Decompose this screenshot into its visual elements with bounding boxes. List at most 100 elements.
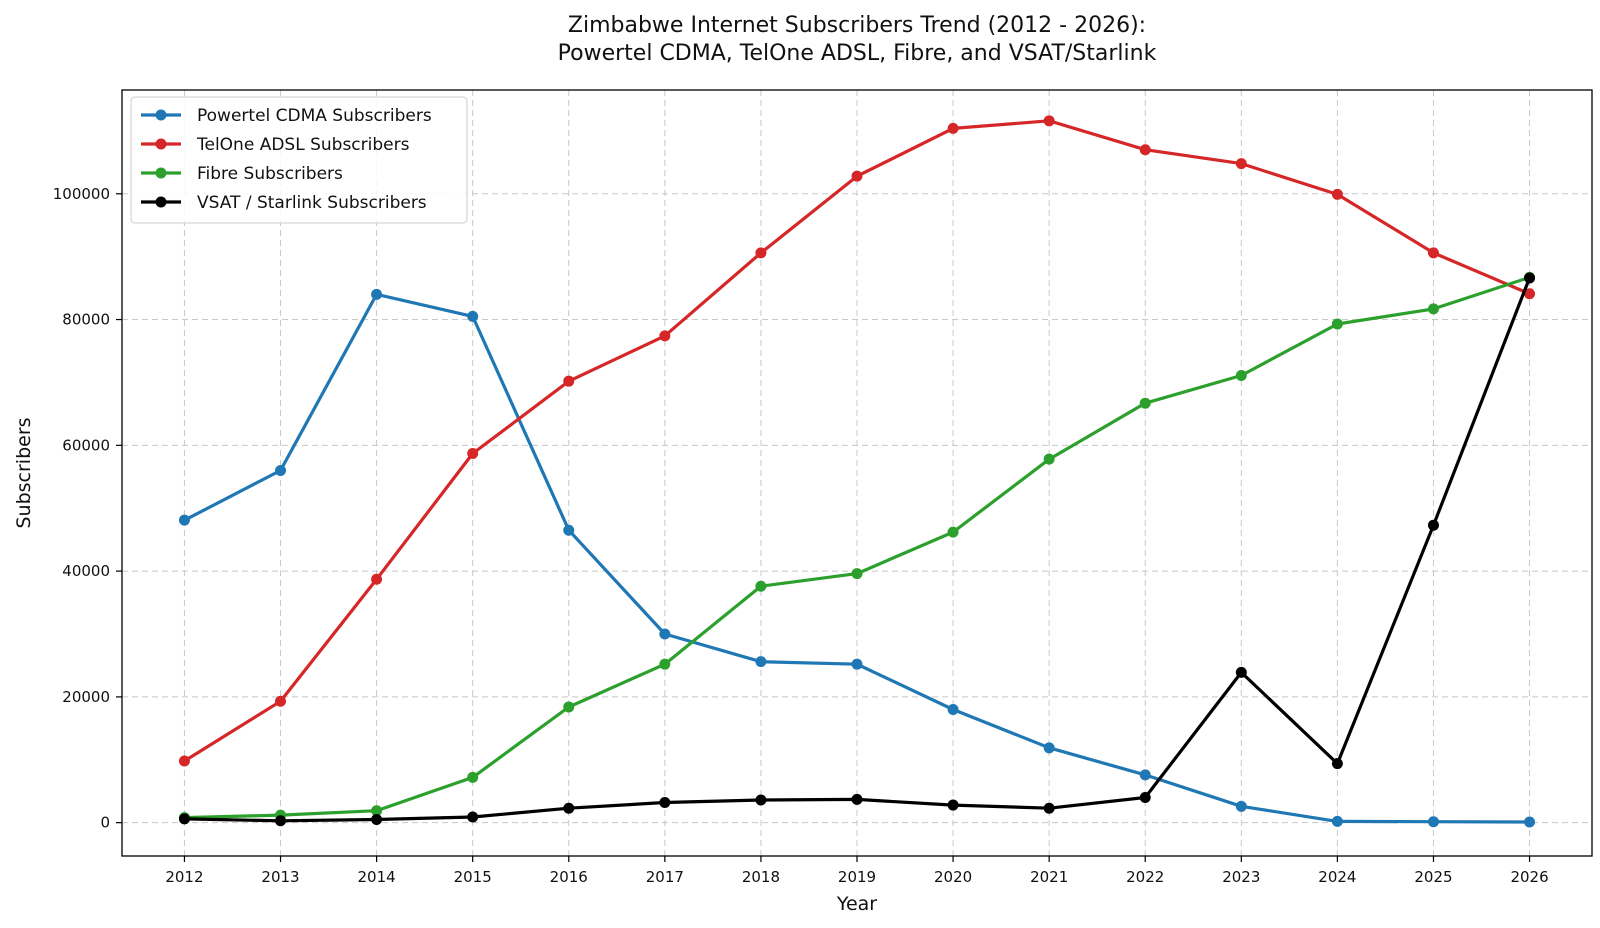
legend: Powertel CDMA Subscribers TelOne ADSL Sub… bbox=[130, 96, 468, 224]
data-point bbox=[563, 701, 575, 713]
data-point bbox=[371, 573, 383, 585]
data-point bbox=[755, 580, 767, 592]
data-point bbox=[371, 814, 383, 826]
data-point bbox=[467, 771, 479, 783]
data-point bbox=[467, 448, 479, 460]
legend-item: Fibre Subscribers bbox=[141, 164, 343, 184]
x-tick-label: 2018 bbox=[742, 868, 780, 886]
data-point bbox=[659, 658, 671, 670]
data-point bbox=[1331, 758, 1343, 770]
legend-marker bbox=[155, 138, 167, 150]
data-point bbox=[1139, 144, 1151, 156]
legend-label: Fibre Subscribers bbox=[197, 164, 343, 184]
data-point bbox=[1524, 272, 1536, 284]
data-point bbox=[467, 811, 479, 823]
legend-label: TelOne ADSL Subscribers bbox=[196, 135, 410, 155]
x-tick-label: 2016 bbox=[550, 868, 588, 886]
x-tick-label: 2026 bbox=[1510, 868, 1548, 886]
y-tick-label: 60000 bbox=[62, 436, 110, 454]
data-point bbox=[1427, 247, 1439, 259]
data-point bbox=[755, 794, 767, 806]
legend-box bbox=[130, 96, 468, 224]
data-point bbox=[851, 568, 863, 580]
series-2 bbox=[178, 115, 1536, 767]
y-tick-label: 40000 bbox=[62, 562, 110, 580]
data-point bbox=[947, 703, 959, 715]
data-point bbox=[178, 514, 190, 526]
x-tick-label: 2014 bbox=[358, 868, 396, 886]
data-point bbox=[1331, 815, 1343, 827]
y-tick-label: 80000 bbox=[62, 311, 110, 329]
x-tick-label: 2017 bbox=[646, 868, 684, 886]
chart-subtitle: Powertel CDMA, TelOne ADSL, Fibre, and V… bbox=[558, 41, 1157, 66]
data-point bbox=[275, 815, 287, 827]
y-tick-label: 100000 bbox=[53, 185, 110, 203]
data-point bbox=[1331, 318, 1343, 330]
x-tick-label: 2019 bbox=[838, 868, 876, 886]
data-point bbox=[275, 695, 287, 707]
data-point bbox=[467, 310, 479, 322]
data-point bbox=[1427, 816, 1439, 828]
data-point bbox=[755, 656, 767, 668]
data-point bbox=[1043, 742, 1055, 754]
x-axis-label: Year bbox=[836, 893, 877, 915]
data-point bbox=[1235, 666, 1247, 678]
legend-marker bbox=[155, 167, 167, 179]
data-point bbox=[371, 805, 383, 817]
x-tick-label: 2013 bbox=[261, 868, 299, 886]
data-point bbox=[1043, 453, 1055, 465]
data-point bbox=[1331, 188, 1343, 200]
data-point bbox=[947, 799, 959, 811]
data-point bbox=[1043, 802, 1055, 814]
data-point bbox=[659, 628, 671, 640]
legend-item: VSAT / Starlink Subscribers bbox=[141, 193, 427, 213]
data-point bbox=[371, 288, 383, 300]
legend-marker bbox=[155, 109, 167, 121]
data-point bbox=[1235, 370, 1247, 382]
data-point bbox=[659, 797, 671, 809]
data-point bbox=[1524, 816, 1536, 828]
y-tick-label: 0 bbox=[100, 814, 110, 832]
data-point bbox=[1043, 115, 1055, 127]
series-4 bbox=[178, 272, 1536, 827]
data-point bbox=[1139, 397, 1151, 409]
series-line bbox=[182, 275, 1532, 820]
legend-label: VSAT / Starlink Subscribers bbox=[197, 193, 427, 213]
x-tick-label: 2022 bbox=[1126, 868, 1164, 886]
x-tick-label: 2024 bbox=[1318, 868, 1356, 886]
series-line bbox=[182, 276, 1532, 823]
data-point bbox=[178, 755, 190, 767]
data-point bbox=[563, 802, 575, 814]
chart-title: Zimbabwe Internet Subscribers Trend (201… bbox=[568, 13, 1146, 38]
data-point bbox=[275, 464, 287, 476]
ticks: 2012 2013 2014 2015 2016 2017 2018 2019 2020 2021… bbox=[53, 185, 1549, 886]
data-point bbox=[947, 122, 959, 134]
data-point bbox=[1524, 288, 1536, 300]
data-point bbox=[851, 793, 863, 805]
x-tick-label: 2023 bbox=[1222, 868, 1260, 886]
data-point bbox=[1427, 303, 1439, 315]
data-point bbox=[1139, 792, 1151, 804]
data-point bbox=[947, 526, 959, 538]
data-point bbox=[1139, 769, 1151, 781]
data-point bbox=[1235, 158, 1247, 170]
legend-item: TelOne ADSL Subscribers bbox=[141, 135, 410, 155]
y-axis-label: Subscribers bbox=[13, 417, 35, 528]
y-tick-label: 20000 bbox=[62, 688, 110, 706]
legend-marker bbox=[155, 196, 167, 208]
data-point bbox=[178, 813, 190, 825]
data-point bbox=[1235, 800, 1247, 812]
data-point bbox=[1427, 519, 1439, 531]
data-point bbox=[659, 330, 671, 342]
data-point bbox=[563, 375, 575, 387]
legend-item: Powertel CDMA Subscribers bbox=[141, 106, 432, 126]
legend-label: Powertel CDMA Subscribers bbox=[197, 106, 432, 126]
series-1 bbox=[178, 288, 1536, 828]
data-point bbox=[563, 524, 575, 536]
x-tick-label: 2025 bbox=[1414, 868, 1452, 886]
x-tick-label: 2015 bbox=[454, 868, 492, 886]
data-point bbox=[851, 170, 863, 182]
data-point bbox=[755, 247, 767, 259]
series-group bbox=[178, 115, 1536, 828]
